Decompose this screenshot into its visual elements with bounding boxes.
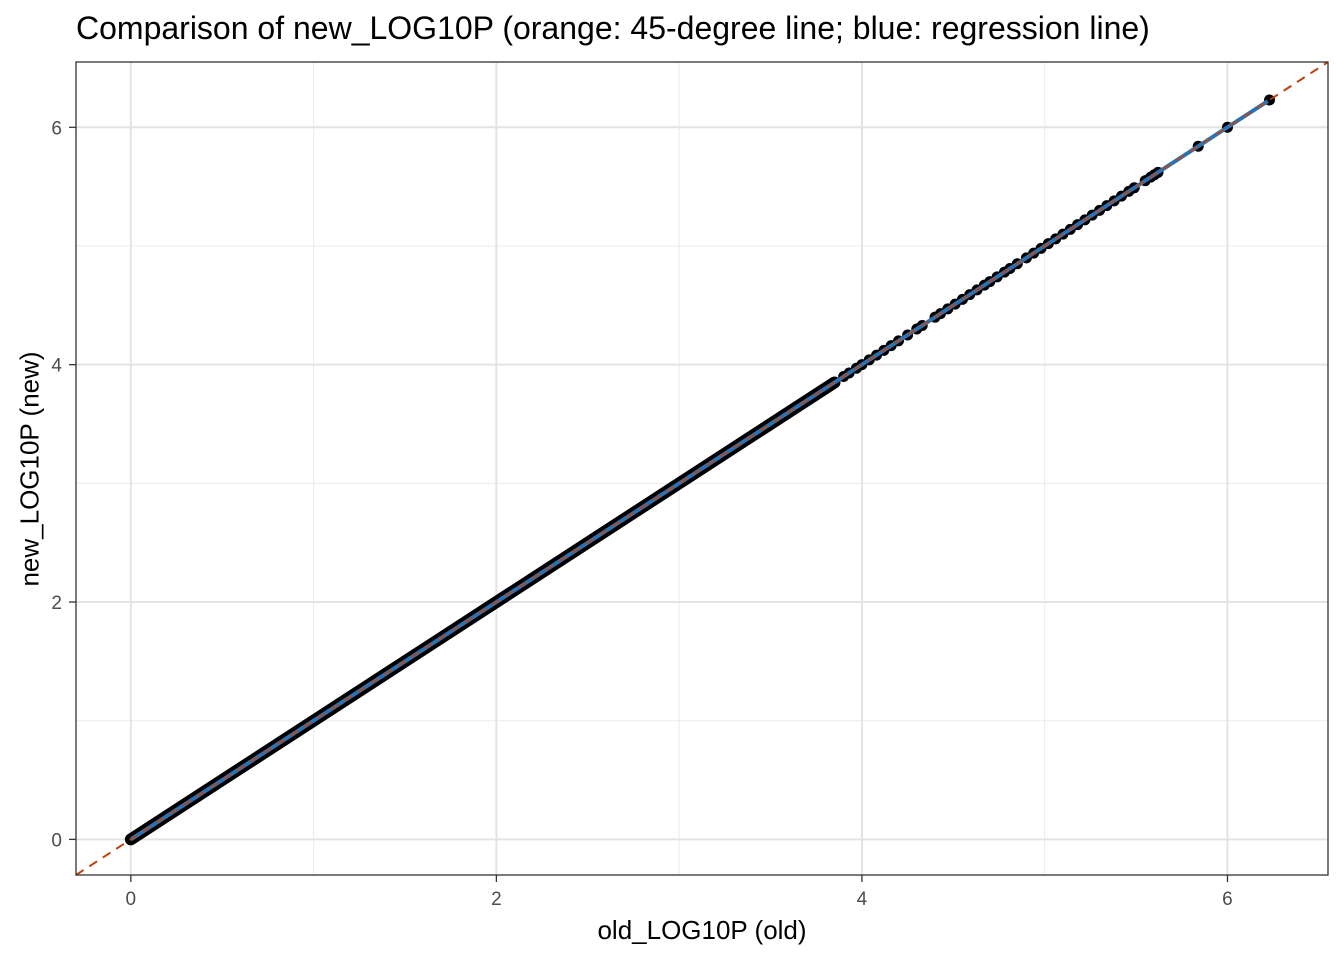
y-axis-label: new_LOG10P (new) [14, 351, 45, 587]
reference-line-overlay [75, 61, 1329, 876]
x-tick-label: 0 [126, 889, 137, 910]
x-tick-label: 4 [857, 889, 868, 910]
plot-panel-border [75, 61, 1329, 876]
axes: 0 2 4 6 0 2 4 6 [51, 118, 1232, 910]
reference-line-overlay-dashes [75, 61, 1329, 876]
y-tick-label: 4 [51, 356, 62, 377]
x-tick-label: 6 [1222, 889, 1233, 910]
y-tick-label: 6 [51, 118, 62, 139]
grid-lines [76, 62, 1328, 875]
chart-title: Comparison of new_LOG10P (orange: 45-deg… [76, 10, 1150, 46]
y-tick-label: 2 [51, 593, 62, 614]
x-tick-label: 2 [491, 889, 502, 910]
x-axis-label: old_LOG10P (old) [597, 915, 807, 945]
y-tick-label: 0 [51, 830, 62, 851]
